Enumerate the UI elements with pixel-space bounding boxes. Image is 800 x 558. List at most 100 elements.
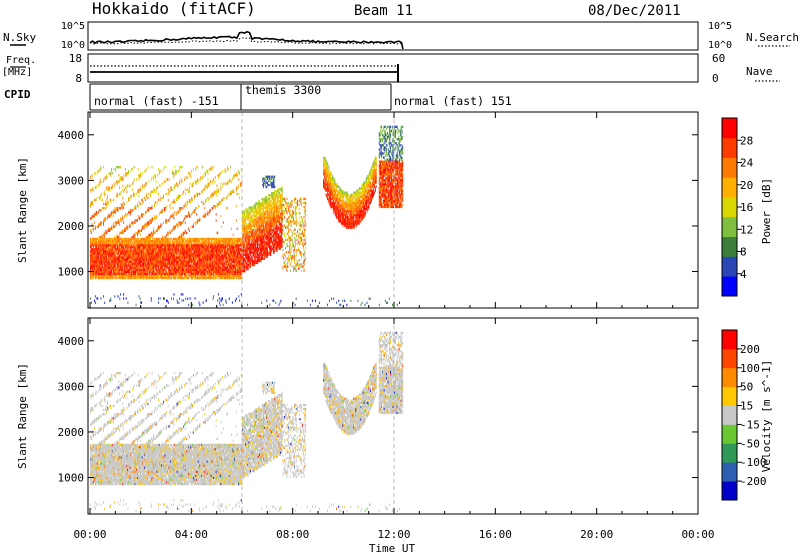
power-echo-cell — [224, 246, 225, 248]
power-echo-cell — [114, 252, 115, 254]
power-echo-cell — [208, 265, 209, 267]
power-echo-cell — [148, 209, 149, 211]
power-echo-cell — [114, 182, 115, 184]
power-echo-cell — [187, 201, 188, 203]
power-echo-cell — [184, 256, 185, 258]
power-echo-cell — [165, 256, 166, 258]
power-echo-cell — [104, 207, 105, 209]
power-echo-cell — [100, 269, 101, 271]
power-echo-cell — [152, 234, 153, 236]
power-echo-cell — [233, 265, 234, 267]
power-echo-cell — [234, 277, 235, 279]
power-echo-cell — [222, 265, 223, 267]
power-echo-cell — [194, 273, 195, 275]
power-echo-cell — [202, 273, 203, 275]
power-echo-cell — [125, 230, 126, 232]
power-echo-cell — [201, 269, 202, 271]
power-echo-cell — [185, 277, 186, 279]
power-echo-cell — [189, 248, 190, 250]
power-echo-cell — [182, 221, 183, 223]
power-echo-cell — [120, 232, 121, 234]
power-echo-cell — [153, 189, 154, 191]
power-echo-cell — [248, 256, 249, 258]
power-echo-cell — [203, 301, 204, 303]
power-echo-cell — [204, 248, 205, 250]
power-echo-cell — [155, 244, 156, 246]
power-echo-cell — [116, 209, 117, 211]
power-echo-cell — [92, 189, 93, 191]
power-echo-cell — [136, 260, 137, 262]
power-echo-cell — [101, 277, 102, 279]
power-echo-cell — [109, 277, 110, 279]
power-echo-cell — [114, 273, 115, 275]
power-echo-cell — [210, 238, 211, 240]
power-echo-cell — [99, 197, 100, 199]
power-echo-cell — [176, 211, 177, 213]
power-echo-cell — [145, 244, 146, 246]
power-echo-cell — [122, 217, 123, 219]
power-echo-cell — [234, 265, 235, 267]
power-echo-cell — [118, 240, 119, 242]
power-echo-cell — [120, 265, 121, 267]
power-echo-cell — [143, 240, 144, 242]
power-echo-cell — [123, 244, 124, 246]
power-echo-cell — [228, 260, 229, 262]
power-echo-cell — [174, 217, 175, 219]
power-echo-cell — [229, 260, 230, 262]
power-echo-cell — [166, 205, 167, 207]
power-echo-cell — [151, 178, 152, 180]
power-echo-cell — [137, 262, 138, 264]
power-echo-cell — [98, 252, 99, 254]
power-echo-cell — [186, 277, 187, 279]
power-echo-cell — [132, 260, 133, 262]
power-echo-cell — [246, 211, 247, 213]
power-echo-cell — [208, 273, 209, 275]
power-echo-cell — [160, 240, 161, 242]
power-echo-cell — [183, 240, 184, 242]
power-echo-cell — [142, 244, 143, 246]
power-echo-cell — [144, 248, 145, 250]
power-echo-cell — [227, 269, 228, 271]
power-echo-cell — [110, 172, 111, 174]
power-echo-cell — [199, 277, 200, 279]
power-echo-cell — [177, 248, 178, 250]
power-echo-cell — [244, 268, 245, 270]
power-echo-cell — [144, 197, 145, 199]
power-echo-cell — [124, 256, 125, 258]
power-echo-cell — [173, 207, 174, 209]
power-echo-cell — [131, 195, 132, 197]
power-echo-cell — [205, 244, 206, 246]
power-echo-cell — [109, 265, 110, 267]
power-echo-cell — [202, 277, 203, 279]
power-echo-cell — [169, 248, 170, 250]
power-echo-cell — [250, 219, 251, 221]
power-echo-cell — [102, 265, 103, 267]
power-echo-cell — [173, 244, 174, 246]
power-echo-cell — [120, 277, 121, 279]
power-echo-cell — [207, 170, 208, 172]
power-echo-cell — [238, 244, 239, 246]
power-echo-cell — [249, 219, 250, 221]
power-echo-cell — [173, 215, 174, 217]
power-echo-cell — [212, 269, 213, 271]
power-echo-cell — [92, 256, 93, 258]
power-echo-cell — [144, 185, 145, 187]
power-echo-cell — [229, 252, 230, 254]
power-echo-cell — [130, 223, 131, 225]
power-echo-cell — [239, 238, 240, 240]
power-echo-cell — [178, 260, 179, 262]
power-echo-cell — [168, 273, 169, 275]
power-echo-cell — [227, 168, 228, 170]
power-echo-cell — [142, 172, 143, 174]
power-echo-cell — [93, 230, 94, 232]
power-echo-cell — [174, 242, 175, 244]
power-echo-cell — [107, 244, 108, 246]
power-echo-cell — [110, 215, 111, 217]
power-echo-cell — [146, 240, 147, 242]
power-echo-cell — [221, 238, 222, 240]
power-echo-cell — [253, 264, 254, 266]
power-echo-cell — [152, 256, 153, 258]
power-echo-cell — [205, 269, 206, 271]
power-echo-cell — [98, 211, 99, 213]
power-echo-cell — [199, 178, 200, 180]
